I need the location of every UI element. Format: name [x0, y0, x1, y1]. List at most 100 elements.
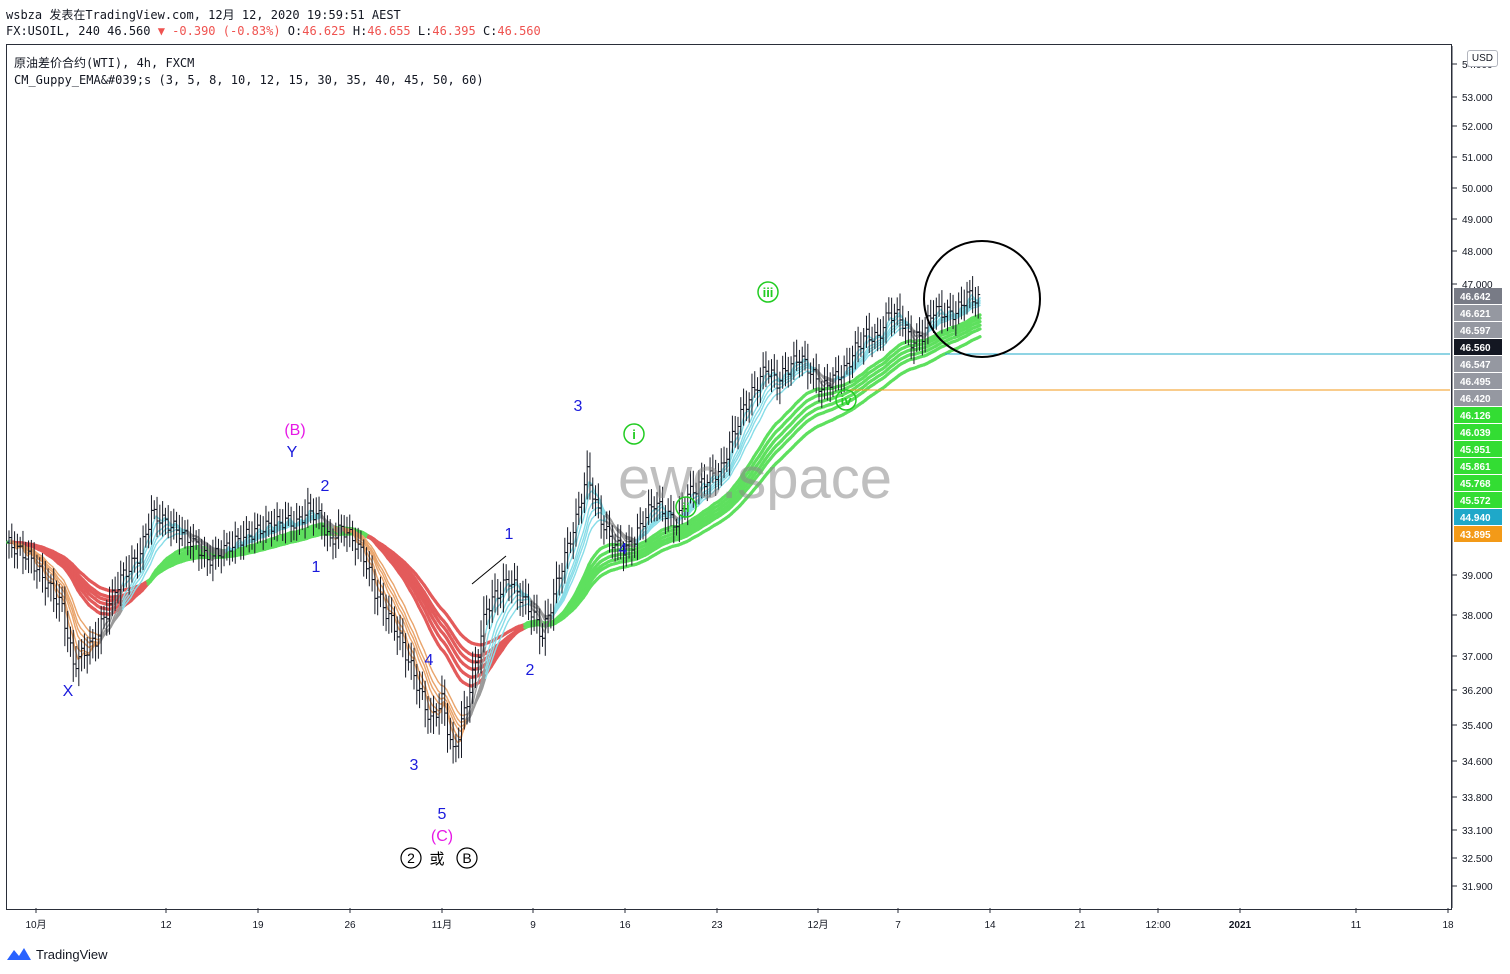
fast-ema-line: [155, 547, 160, 553]
fast-ema-line: [445, 688, 451, 696]
fast-ema-line: [454, 705, 459, 713]
fast-ema-line: [392, 595, 397, 603]
fast-ema-line: [755, 413, 761, 420]
fast-ema-line: [68, 602, 73, 611]
fast-ema-line: [119, 606, 124, 614]
fast-ema-line: [434, 691, 439, 698]
fast-ema-line: [392, 583, 397, 591]
fast-ema-line: [490, 639, 495, 651]
fast-ema-line: [426, 666, 431, 676]
fast-ema-line: [565, 577, 571, 588]
fast-ema-line: [744, 430, 749, 437]
ohlc-bar: FX:USOIL, 240 46.560 ▼ -0.390 (-0.83%) O…: [6, 24, 541, 38]
fast-ema-line: [144, 554, 149, 562]
fast-ema-line: [420, 652, 425, 660]
fast-ema-line: [557, 591, 562, 601]
publish-info: wsbza 发表在TradingView.com, 12月 12, 2020 1…: [6, 8, 401, 22]
fast-ema-line: [398, 602, 403, 609]
fast-ema-line: [588, 511, 593, 519]
fast-ema-line: [736, 453, 741, 461]
fast-ema-line: [744, 425, 749, 432]
fast-ema-line: [121, 603, 127, 611]
fast-ema-line: [498, 611, 504, 618]
close-label: C:: [482, 24, 498, 38]
fast-ema-line: [138, 574, 143, 581]
fast-ema-line: [375, 555, 381, 562]
fast-ema-line: [431, 687, 437, 693]
fast-ema-line: [568, 556, 573, 565]
fast-ema-line: [764, 391, 769, 398]
fast-ema-line: [130, 586, 135, 594]
fast-ema-line: [753, 407, 758, 414]
fast-ema-line: [375, 562, 381, 570]
fast-ema-line: [864, 346, 869, 353]
fast-ema-line: [649, 524, 654, 529]
fast-ema-line: [113, 613, 118, 621]
fast-ema-line: [476, 694, 481, 702]
fast-ema-line: [688, 505, 694, 512]
fast-ema-line: [574, 560, 579, 570]
fast-ema-line: [82, 630, 87, 636]
fast-ema-line: [395, 589, 400, 597]
fast-ema-line: [482, 645, 487, 664]
fast-ema-line: [649, 522, 654, 528]
fast-ema-line: [602, 510, 607, 515]
fast-ema-line: [588, 518, 593, 526]
fast-ema-line: [152, 550, 157, 559]
fast-ema-line: [482, 668, 487, 682]
fast-ema-line: [688, 507, 694, 513]
fast-ema-line: [401, 607, 406, 614]
fast-ema-line: [60, 580, 65, 586]
fast-ema-line: [750, 430, 755, 438]
fast-ema-line: [484, 663, 490, 675]
fast-ema-line: [60, 576, 65, 582]
fast-ema-line: [141, 573, 146, 582]
fast-ema-line: [747, 429, 752, 437]
fast-ema-line: [412, 636, 417, 646]
fast-ema-line: [434, 685, 439, 692]
fast-ema-line: [387, 591, 392, 598]
fast-ema-line: [370, 545, 375, 551]
fast-ema-line: [510, 612, 515, 618]
fast-ema-line: [152, 532, 157, 542]
change-text: ▼ -0.390 (-0.83%): [157, 24, 281, 38]
fast-ema-line: [373, 549, 378, 557]
fast-ema-line: [116, 611, 121, 618]
fast-ema-line: [415, 649, 420, 661]
fast-ema-line: [77, 635, 82, 642]
fast-ema-line: [437, 681, 442, 686]
fast-ema-line: [387, 585, 392, 593]
fast-ema-line: [406, 625, 411, 634]
fast-ema-line: [887, 336, 892, 342]
fast-ema-line: [395, 596, 400, 604]
fast-ema-line: [769, 389, 775, 395]
fast-ema-line: [454, 723, 459, 730]
fast-ema-line: [448, 694, 453, 702]
fast-ema-line: [504, 598, 509, 606]
fast-ema-line: [409, 631, 414, 639]
fast-ema-line: [484, 649, 490, 663]
fast-ema-line: [415, 643, 420, 654]
fast-ema-line: [582, 528, 587, 540]
fast-ema-line: [406, 619, 411, 628]
fast-ema-line: [582, 507, 587, 520]
fast-ema-line: [364, 538, 370, 544]
fast-ema-line: [579, 538, 585, 548]
fast-ema-line: [747, 424, 752, 432]
fast-ema-line: [144, 568, 149, 576]
fast-ema-line: [82, 622, 87, 629]
fast-ema-line: [375, 575, 381, 584]
fast-ema-line: [116, 613, 121, 619]
fast-ema-line: [415, 629, 420, 639]
fast-ema-line: [451, 707, 456, 715]
fast-ema-line: [373, 558, 378, 569]
fast-ema-line: [381, 577, 386, 586]
fast-ema-line: [476, 674, 481, 686]
fast-ema-line: [568, 566, 573, 575]
symbol-text[interactable]: FX:USOIL, 240 46.560: [6, 24, 151, 38]
fast-ema-line: [160, 534, 166, 540]
fast-ema-line: [146, 548, 152, 556]
fast-ema-line: [582, 520, 587, 533]
fast-ema-line: [387, 580, 392, 588]
